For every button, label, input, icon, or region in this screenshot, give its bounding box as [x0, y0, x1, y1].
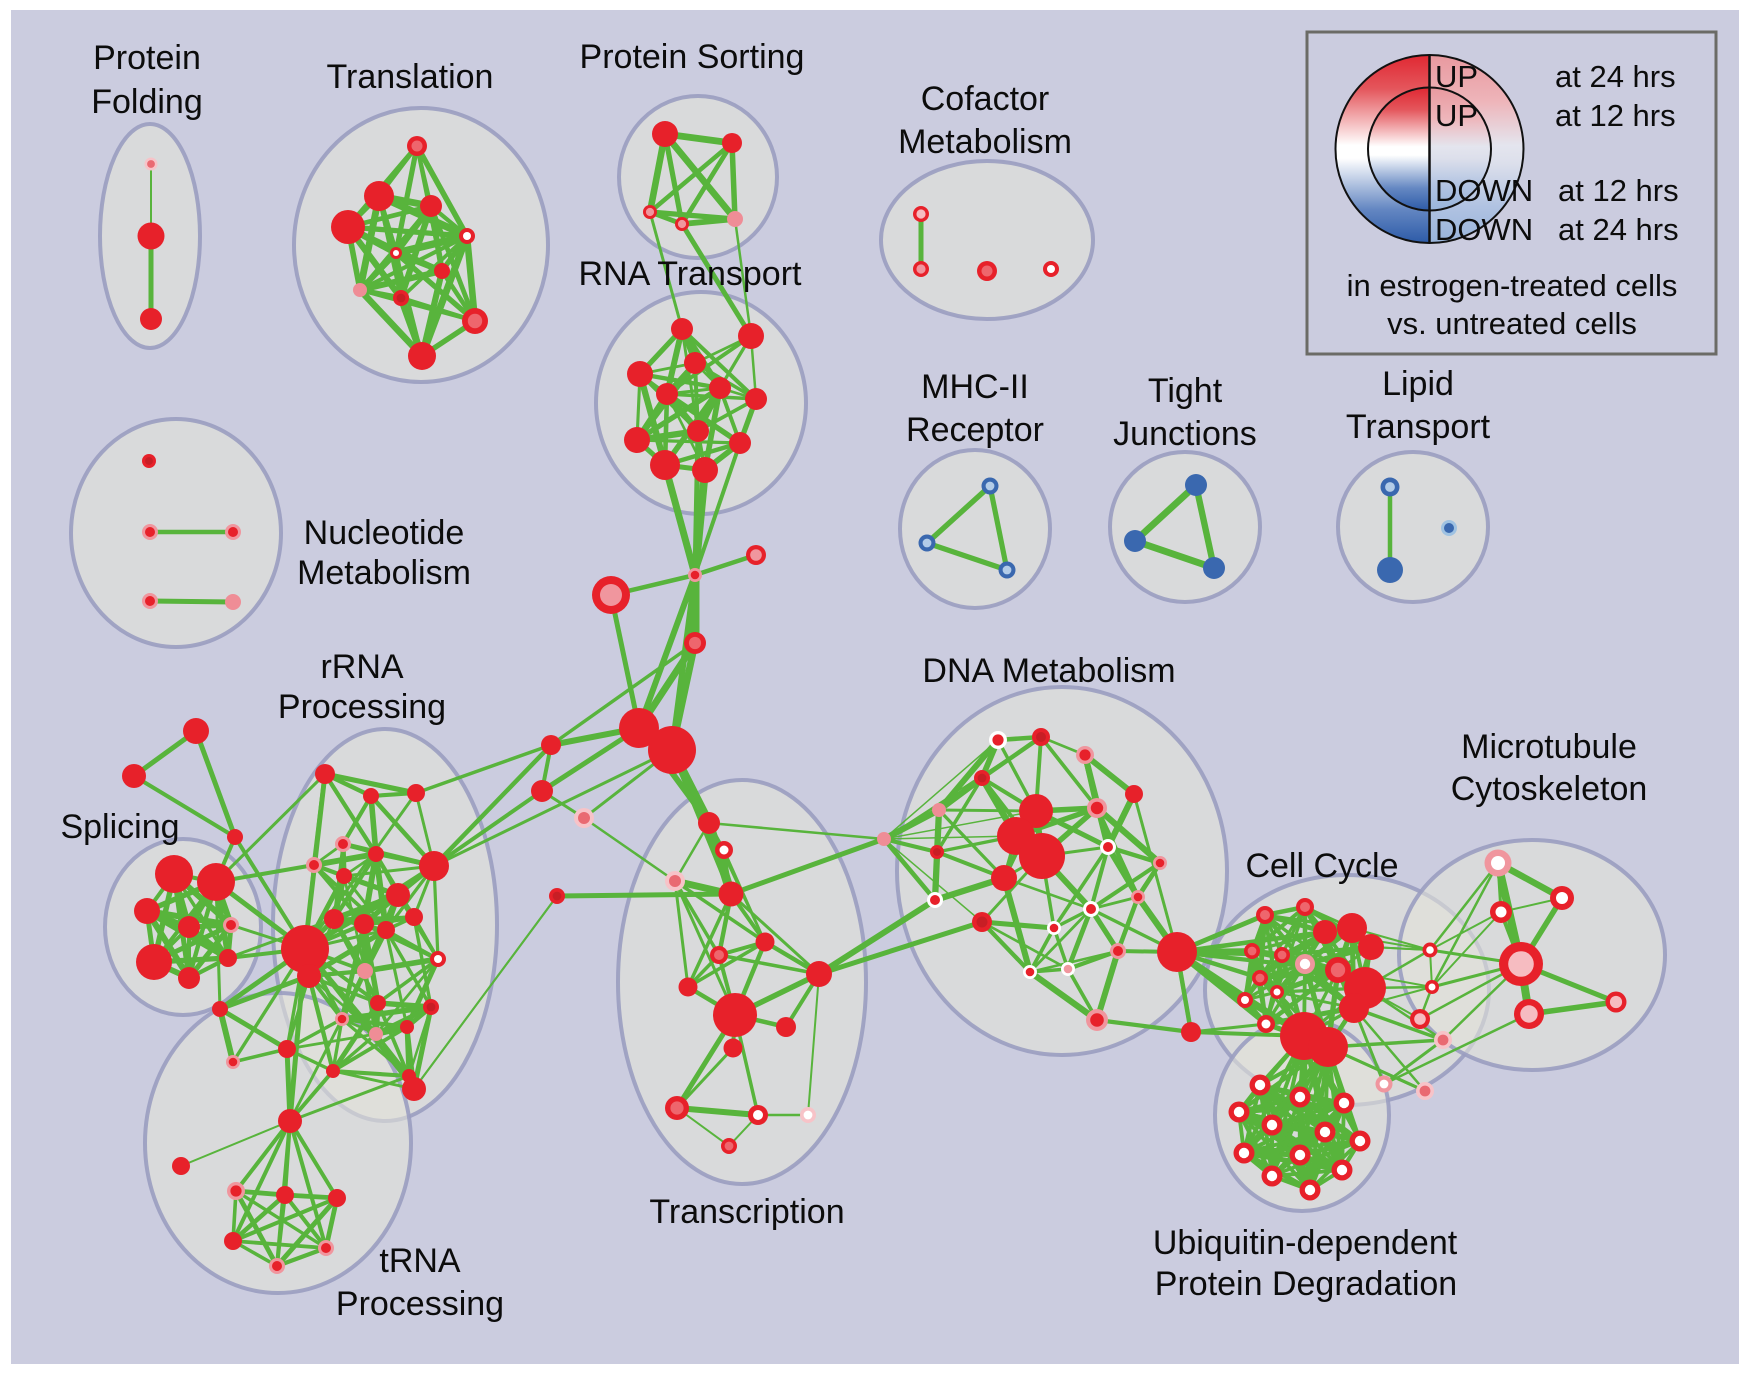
svg-text:Tight: Tight	[1148, 372, 1223, 410]
svg-text:tRNA: tRNA	[379, 1242, 461, 1280]
svg-text:Transcription: Transcription	[649, 1193, 844, 1231]
svg-text:Cytoskeleton: Cytoskeleton	[1451, 770, 1648, 808]
svg-text:MHC-II: MHC-II	[921, 368, 1029, 406]
svg-text:at 24 hrs: at 24 hrs	[1558, 212, 1679, 247]
svg-text:Junctions: Junctions	[1113, 415, 1257, 453]
svg-text:Protein: Protein	[93, 39, 201, 77]
svg-text:rRNA: rRNA	[320, 648, 403, 686]
svg-text:Protein Degradation: Protein Degradation	[1155, 1265, 1457, 1303]
svg-text:vs. untreated cells: vs. untreated cells	[1387, 306, 1637, 341]
svg-text:Splicing: Splicing	[60, 808, 179, 846]
svg-text:RNA Transport: RNA Transport	[579, 255, 803, 293]
svg-text:at 12 hrs: at 12 hrs	[1558, 173, 1679, 208]
svg-text:Microtubule: Microtubule	[1461, 728, 1637, 766]
svg-text:Processing: Processing	[336, 1285, 504, 1323]
svg-text:Folding: Folding	[91, 83, 203, 121]
svg-text:Processing: Processing	[278, 688, 446, 726]
svg-text:Cell Cycle: Cell Cycle	[1245, 847, 1398, 885]
svg-text:Receptor: Receptor	[906, 411, 1044, 449]
svg-text:at 12 hrs: at 12 hrs	[1555, 98, 1676, 133]
svg-text:Transport: Transport	[1346, 408, 1491, 446]
svg-text:Nucleotide: Nucleotide	[304, 514, 465, 552]
svg-text:Ubiquitin-dependent: Ubiquitin-dependent	[1153, 1224, 1458, 1262]
svg-text:UP: UP	[1435, 59, 1478, 94]
svg-text:DOWN: DOWN	[1435, 212, 1533, 247]
svg-text:Translation: Translation	[327, 58, 494, 96]
svg-text:Protein Sorting: Protein Sorting	[580, 38, 805, 76]
svg-text:Metabolism: Metabolism	[898, 123, 1072, 161]
svg-text:Lipid: Lipid	[1382, 365, 1454, 403]
svg-text:at 24 hrs: at 24 hrs	[1555, 59, 1676, 94]
svg-text:UP: UP	[1435, 98, 1478, 133]
svg-text:DOWN: DOWN	[1435, 173, 1533, 208]
svg-text:in estrogen-treated cells: in estrogen-treated cells	[1347, 268, 1678, 303]
svg-text:Cofactor: Cofactor	[921, 80, 1050, 118]
svg-text:Metabolism: Metabolism	[297, 554, 471, 592]
svg-text:DNA Metabolism: DNA Metabolism	[922, 652, 1175, 690]
